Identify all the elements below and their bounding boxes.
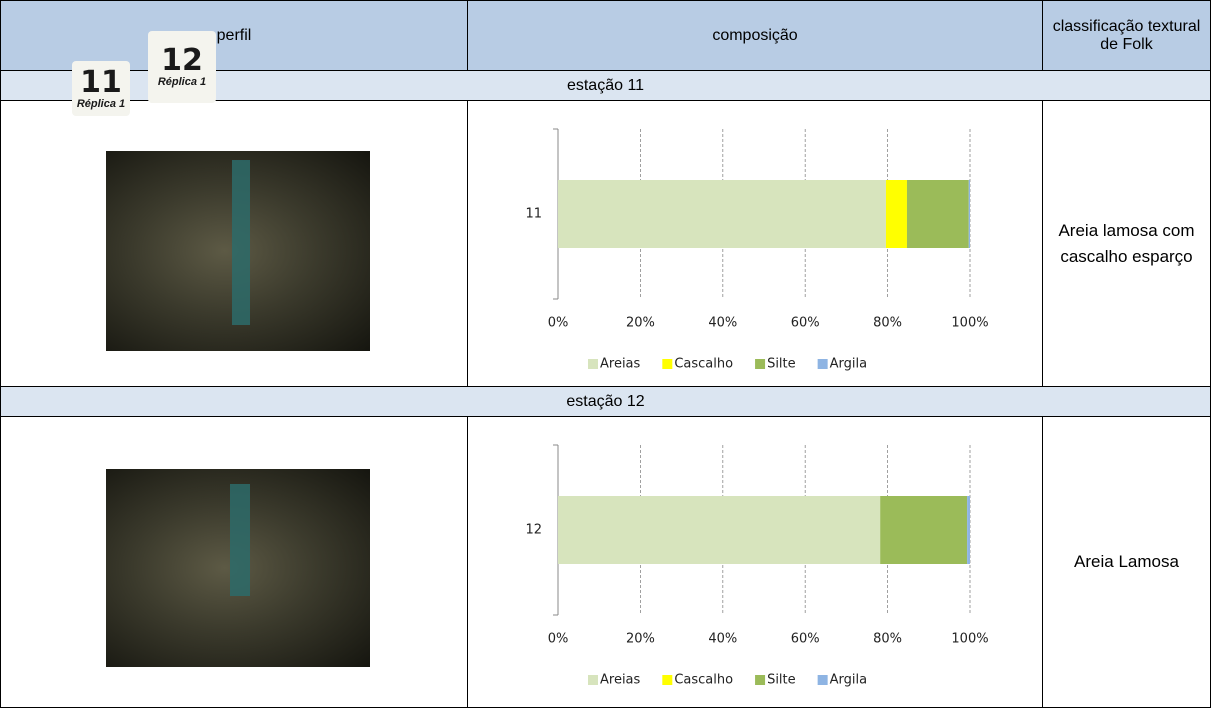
bar-segment (968, 180, 970, 248)
photo (106, 151, 370, 351)
legend-swatch (755, 675, 766, 685)
x-tick-label: 20% (626, 632, 655, 647)
bar-segment (967, 496, 970, 564)
legend-swatch (755, 359, 766, 369)
photo-card: 11 Réplica 1 (72, 61, 130, 116)
x-tick-label: 40% (708, 316, 737, 331)
x-tick-label: 100% (951, 632, 988, 647)
chart: 0% 20% 40% 60% 80% 100% 11 Areias Cascalho Silte A… (525, 128, 989, 372)
legend-swatch (817, 675, 828, 685)
header-composicao: composição (467, 0, 1043, 71)
ruler (230, 484, 250, 596)
photo-number: 11 (80, 64, 122, 100)
legend-label: Areias (600, 357, 641, 372)
legend-label: Argila (830, 357, 867, 372)
header-perfil: perfil (0, 0, 468, 71)
classification: Areia Lamosa (1042, 416, 1211, 708)
photo (106, 469, 370, 667)
chart: 0% 20% 40% 60% 80% 100% 12 Areias Cascalho Silte A… (525, 444, 989, 688)
photo-label: Réplica 1 (157, 76, 207, 88)
bar-segment (880, 496, 968, 564)
x-tick-label: 60% (791, 316, 820, 331)
x-tick-label: 0% (548, 632, 569, 647)
y-tick-label: 11 (525, 207, 542, 222)
legend-swatch (662, 359, 673, 369)
bar-segment (906, 180, 969, 248)
legend-label: Argila (830, 673, 867, 688)
classification: Areia lamosa com cascalho esparço (1042, 100, 1211, 387)
x-tick-label: 40% (708, 632, 737, 647)
legend-label: Silte (767, 673, 796, 688)
ruler (232, 160, 250, 325)
bar-segment (558, 496, 881, 564)
x-tick-label: 80% (873, 632, 902, 647)
photo-label: Réplica 1 (76, 97, 126, 110)
legend-label: Cascalho (674, 357, 733, 372)
legend-label: Cascalho (674, 673, 733, 688)
legend-label: Silte (767, 357, 796, 372)
legend-swatch (817, 359, 828, 369)
x-tick-label: 60% (791, 632, 820, 647)
x-tick-label: 100% (951, 316, 988, 331)
legend-label: Areias (600, 673, 641, 688)
y-tick-label: 12 (525, 523, 542, 538)
legend-swatch (662, 675, 673, 685)
legend-swatch (588, 675, 598, 685)
photo-card: 12 Réplica 1 (148, 31, 216, 103)
station-title: estação 12 (0, 386, 1211, 417)
x-tick-label: 80% (873, 316, 902, 331)
legend-swatch (588, 359, 598, 369)
bar-segment (885, 180, 907, 248)
header-classificacao: classificação textural de Folk (1042, 0, 1211, 71)
x-tick-label: 0% (548, 316, 569, 331)
bar-segment (558, 180, 886, 248)
photo-number: 12 (161, 43, 203, 78)
x-tick-label: 20% (626, 316, 655, 331)
